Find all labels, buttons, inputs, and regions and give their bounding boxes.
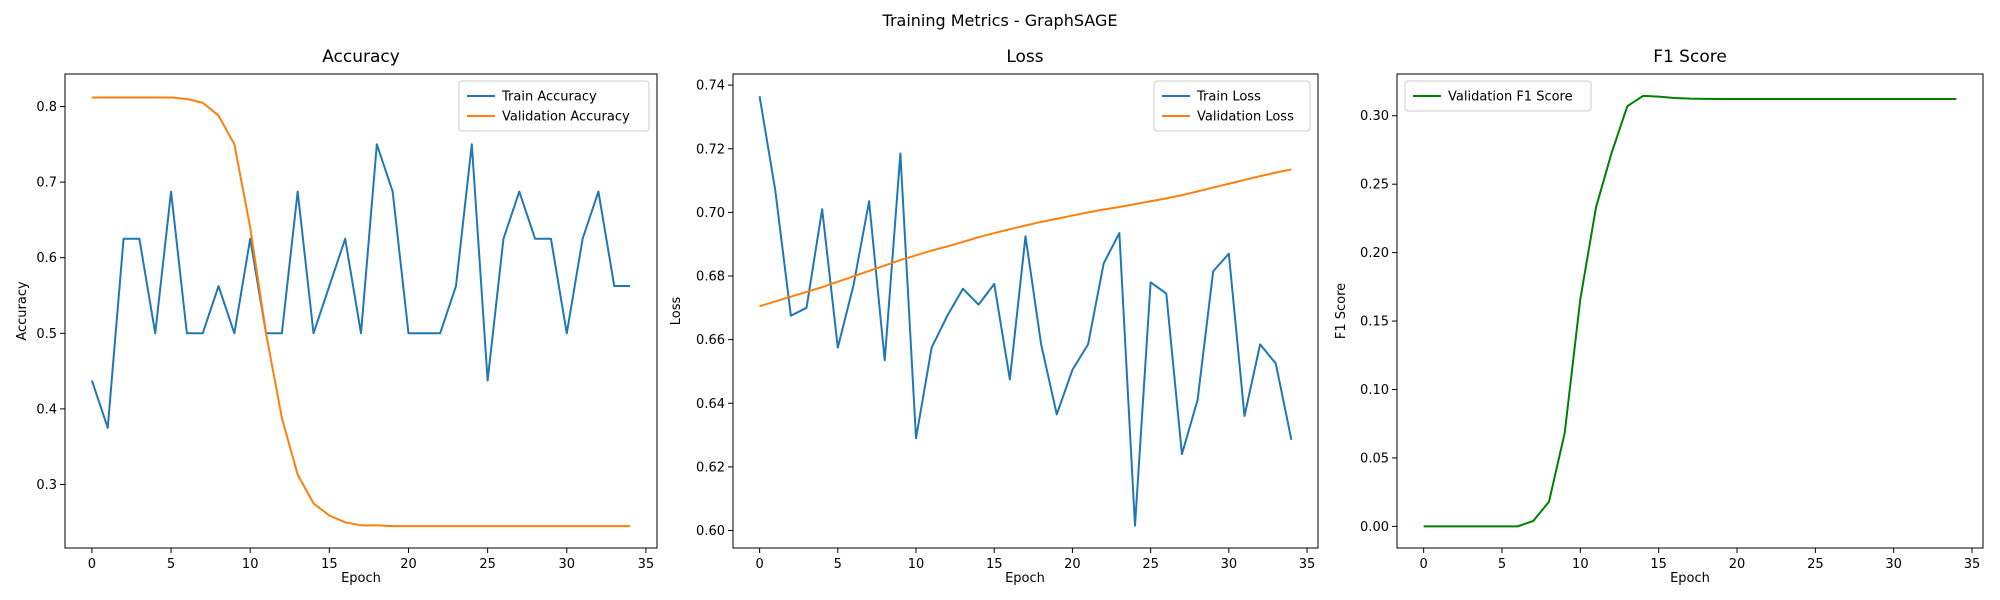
f1-legend: Validation F1 Score [1404,80,1592,112]
f1-xtick-label: 35 [1964,557,1981,572]
loss-xtick-label: 15 [986,557,1003,572]
figure-suptitle: Training Metrics - GraphSAGE [882,11,1118,30]
f1-chart: F1 Score Epoch F1 Score 0 5 10 15 20 25 30 35 0.… [1334,47,1984,586]
accuracy-legend-label-1: Validation Accuracy [502,110,630,125]
loss-ytick-label: 0.64 [696,397,725,412]
accuracy-chart-plot: 0 5 10 15 20 25 30 35 0.3 0.4 0.5 0.6 0.7 0.8 Train Ac… [36,73,658,572]
f1-axes-frame [1396,73,1984,549]
loss-ytick-label: 0.72 [696,142,725,157]
accuracy-xtick-label: 30 [559,557,576,572]
accuracy-axes-frame [64,73,658,549]
f1-ytick-label: 0.10 [1360,383,1389,398]
loss-xtick-label: 20 [1064,557,1081,572]
loss-xtick-label: 5 [834,557,842,572]
f1-chart-title: F1 Score [1653,47,1727,67]
accuracy-xtick-label: 25 [479,557,496,572]
loss-series-line-0 [758,96,1293,527]
f1-xtick-label: 30 [1885,557,1902,572]
f1-xtick-label: 10 [1572,557,1589,572]
loss-xtick-label: 30 [1221,557,1238,572]
accuracy-ytick-label: 0.4 [36,402,57,417]
f1-ytick-label: 0.05 [1360,451,1389,466]
accuracy-ytick-label: 0.3 [36,478,57,493]
accuracy-ytick-label: 0.6 [36,251,57,266]
loss-legend-label-0: Train Loss [1196,90,1261,105]
accuracy-chart-xlabel: Epoch [341,571,381,586]
f1-xtick-label: 0 [1419,557,1427,572]
loss-xtick-label: 10 [908,557,925,572]
accuracy-ytick-label: 0.8 [36,100,57,115]
accuracy-series-line-0 [90,143,631,429]
f1-xtick-label: 20 [1729,557,1746,572]
accuracy-xtick-label: 20 [400,557,417,572]
loss-axes-frame [732,73,1319,549]
accuracy-ytick-label: 0.5 [36,327,57,342]
loss-ytick-label: 0.60 [696,524,725,539]
f1-legend-box [1404,80,1592,112]
loss-chart: Loss Epoch Loss 0 5 10 15 20 25 30 35 0.60 0.62 0.… [669,47,1319,586]
loss-xtick-label: 25 [1142,557,1159,572]
accuracy-xtick-label: 35 [638,557,655,572]
loss-ytick-label: 0.74 [696,79,725,94]
f1-chart-ylabel: F1 Score [1334,283,1349,339]
loss-xtick-label: 0 [755,557,763,572]
f1-series-line-0 [1423,94,1957,528]
accuracy-series-line-1 [91,96,631,528]
accuracy-xtick-label: 0 [88,557,96,572]
f1-xtick-label: 25 [1807,557,1824,572]
f1-chart-xlabel: Epoch [1670,571,1710,586]
loss-legend-label-1: Validation Loss [1197,110,1294,125]
loss-legend: Train Loss Validation Loss [1153,80,1311,132]
f1-ytick-label: 0.30 [1360,109,1389,124]
accuracy-xtick-label: 5 [167,557,175,572]
loss-chart-ylabel: Loss [669,297,684,326]
accuracy-xtick-label: 10 [242,557,259,572]
accuracy-chart-title: Accuracy [322,47,400,67]
loss-ytick-label: 0.66 [696,333,725,348]
loss-ytick-label: 0.68 [696,270,725,285]
loss-ytick-label: 0.62 [696,460,725,475]
accuracy-legend-label-0: Train Accuracy [501,90,597,105]
accuracy-ytick-label: 0.7 [36,176,57,191]
loss-ytick-label: 0.70 [696,206,725,221]
f1-ytick-label: 0.25 [1360,178,1389,193]
loss-chart-xlabel: Epoch [1005,571,1045,586]
f1-xtick-label: 15 [1650,557,1667,572]
loss-chart-title: Loss [1006,47,1043,67]
f1-xtick-label: 5 [1498,557,1506,572]
f1-ytick-label: 0.15 [1360,315,1389,330]
f1-legend-label-0: Validation F1 Score [1448,90,1573,105]
loss-chart-plot: 0 5 10 15 20 25 30 35 0.60 0.62 0.64 0.66 0.68 0.70 0.… [696,73,1319,572]
loss-legend-box [1153,80,1311,132]
f1-ytick-label: 0.20 [1360,246,1389,261]
accuracy-legend-box [458,80,650,132]
loss-xtick-label: 35 [1299,557,1316,572]
accuracy-chart-ylabel: Accuracy [15,281,30,341]
accuracy-xtick-label: 15 [321,557,338,572]
f1-ytick-label: 0.00 [1360,520,1389,535]
loss-series-line-1 [759,168,1292,308]
f1-chart-plot: 0 5 10 15 20 25 30 35 0.00 0.05 0.10 0.15 0.20 0.25 0.… [1360,73,1984,572]
accuracy-chart: Accuracy Epoch Accuracy 0 5 10 15 20 25 30 35 0.… [15,47,658,586]
accuracy-legend: Train Accuracy Validation Accuracy [458,80,650,132]
